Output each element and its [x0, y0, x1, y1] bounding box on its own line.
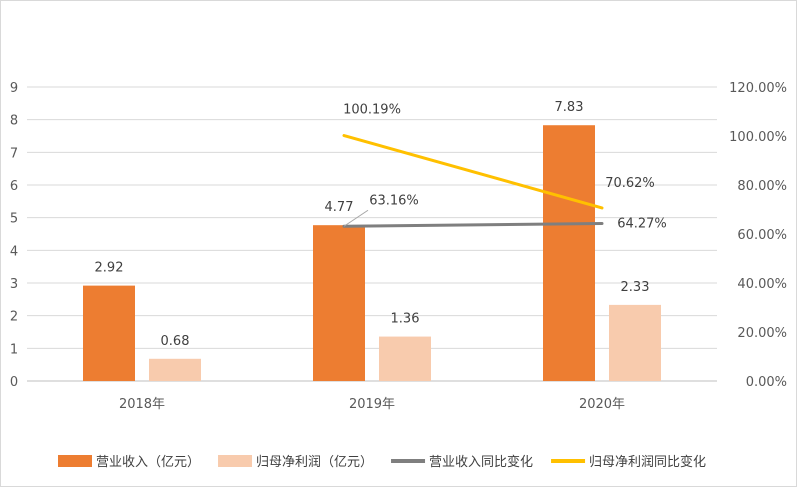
x-tick-label: 2020年 — [579, 397, 625, 412]
x-tick-label: 2019年 — [349, 397, 395, 412]
bar — [313, 225, 365, 381]
y-right-tick-label: 60.00% — [737, 228, 787, 243]
y-right-tick-label: 80.00% — [737, 179, 787, 194]
y-left-tick-label: 4 — [10, 244, 18, 259]
y-right-tick-label: 40.00% — [737, 277, 787, 292]
data-label: 63.16% — [369, 193, 419, 208]
legend-label: 营业收入（亿元） — [96, 455, 200, 470]
y-left-tick-label: 3 — [10, 277, 18, 292]
legend-swatch — [58, 455, 92, 467]
data-label: 100.19% — [343, 103, 401, 118]
y-left-tick-label: 1 — [10, 342, 18, 357]
y-right-tick-label: 120.00% — [729, 81, 787, 96]
y-left-tick-label: 8 — [10, 114, 18, 129]
y-right-tick-label: 20.00% — [737, 326, 787, 341]
leader-line — [343, 209, 369, 227]
data-label: 1.36 — [391, 312, 420, 327]
y-left-tick-label: 9 — [10, 81, 18, 96]
legend-label: 归母净利润（亿元） — [256, 455, 373, 470]
series-line — [342, 222, 604, 228]
bar — [149, 358, 201, 381]
bar — [609, 304, 661, 381]
bar — [83, 285, 135, 381]
y-left-tick-label: 2 — [10, 310, 18, 325]
data-label: 4.77 — [325, 200, 354, 215]
data-label: 70.62% — [605, 176, 655, 191]
y-left-tick-label: 0 — [10, 375, 18, 390]
bar — [543, 125, 595, 381]
legend-label: 营业收入同比变化 — [429, 454, 533, 470]
bar — [379, 336, 431, 381]
legend-swatch — [218, 455, 253, 467]
y-left-tick-label: 6 — [10, 179, 18, 194]
y-left-tick-label: 5 — [10, 212, 18, 227]
y-right-tick-label: 0.00% — [746, 375, 787, 390]
data-label: 2.33 — [621, 280, 650, 295]
series-line — [342, 134, 604, 210]
data-label: 0.68 — [161, 334, 190, 349]
legend-label: 归母净利润同比变化 — [589, 454, 706, 470]
data-label: 64.27% — [617, 217, 667, 232]
y-left-tick-label: 7 — [10, 146, 18, 161]
data-label: 7.83 — [555, 100, 584, 115]
data-label: 2.92 — [95, 261, 124, 276]
x-tick-label: 2018年 — [119, 397, 165, 412]
y-right-tick-label: 100.00% — [729, 130, 787, 145]
